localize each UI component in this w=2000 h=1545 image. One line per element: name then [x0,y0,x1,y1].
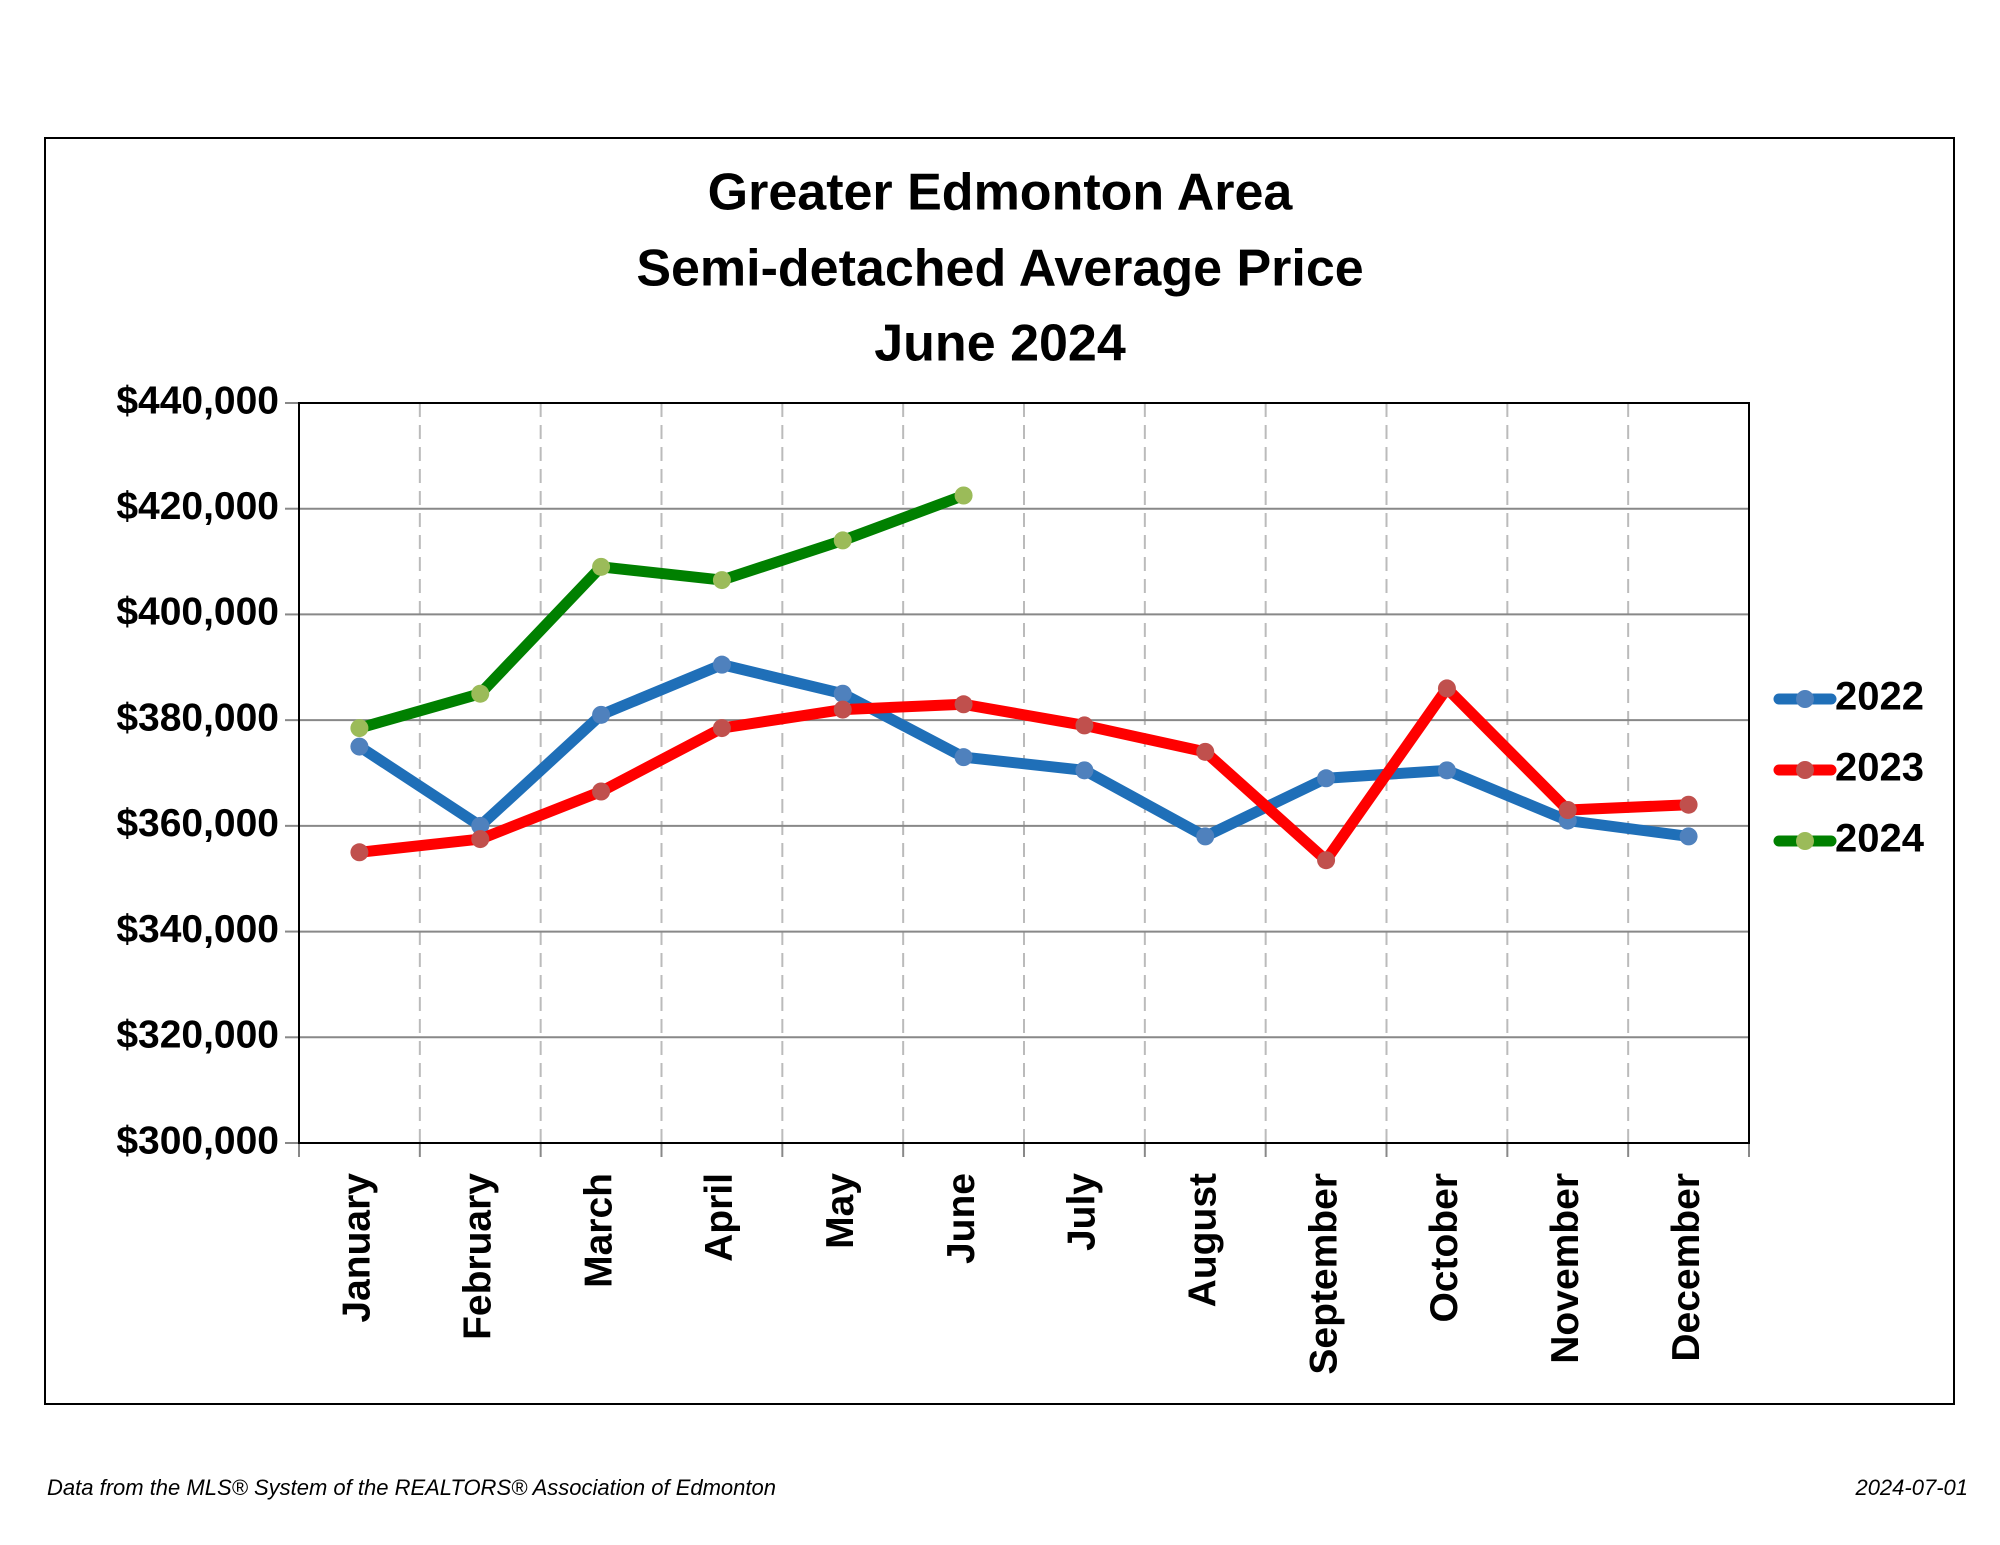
series-marker [1196,742,1215,761]
series-marker [592,782,611,801]
x-tick-label: September [1302,1173,1345,1375]
y-tick-label: $360,000 [116,802,279,845]
y-tick-label: $300,000 [116,1119,279,1162]
chart-title: Semi-detached Average Price [636,240,1363,298]
series-marker [833,531,852,550]
series-line [353,682,1695,866]
series-marker [833,684,852,703]
series-marker [350,719,369,738]
series-marker [833,700,852,719]
legend-marker [1796,761,1814,779]
series-line [353,659,1695,842]
series-marker [1437,761,1456,780]
series-line [353,490,970,734]
series-marker [350,843,369,862]
series-marker [1679,795,1698,814]
series-marker [712,719,731,738]
legend-marker [1796,832,1814,850]
date-note: 2024-07-01 [1854,1475,1968,1500]
series-marker [954,695,973,714]
series-marker [1075,716,1094,735]
series-marker [471,816,490,835]
series-marker [1317,851,1336,870]
y-tick-label: $320,000 [116,1014,279,1057]
x-tick-label: May [819,1173,862,1249]
series-marker [712,655,731,674]
y-tick-label: $380,000 [116,696,279,739]
x-tick-label: November [1544,1173,1587,1364]
x-tick-label: December [1665,1173,1708,1362]
chart-frame [44,137,1955,1405]
source-note: Data from the MLS® System of the REALTOR… [47,1475,776,1500]
y-tick-label: $420,000 [116,485,279,528]
series-marker [712,571,731,590]
x-tick-label: January [336,1173,379,1323]
legend-label: 2024 [1835,817,1925,861]
x-tick-label: June [940,1173,983,1264]
x-tick-label: March [577,1173,620,1288]
x-tick-label: August [1182,1173,1225,1307]
series-marker [592,557,611,576]
series-marker [1075,761,1094,780]
series-marker [954,748,973,767]
series-marker [471,830,490,849]
y-tick-label: $400,000 [116,591,279,634]
x-tick-label: July [1061,1173,1104,1251]
legend-marker [1796,690,1814,708]
series-marker [350,737,369,756]
y-tick-label: $440,000 [116,379,279,422]
chart-title: Greater Edmonton Area [708,164,1294,222]
series-marker [471,684,490,703]
legend-label: 2023 [1835,746,1924,790]
series-marker [1679,827,1698,846]
series-marker [1558,801,1577,819]
series-marker [954,486,973,505]
series-marker [1196,827,1215,846]
y-tick-label: $340,000 [116,908,279,951]
x-tick-label: February [457,1173,500,1340]
series-marker [1437,679,1456,698]
chart-title: June 2024 [874,315,1126,373]
series-marker [592,705,611,724]
series-marker [1317,769,1336,788]
x-tick-label: October [1423,1173,1466,1323]
plot-area [298,402,1750,1144]
x-tick-label: April [698,1173,741,1262]
legend-label: 2022 [1835,675,1924,719]
